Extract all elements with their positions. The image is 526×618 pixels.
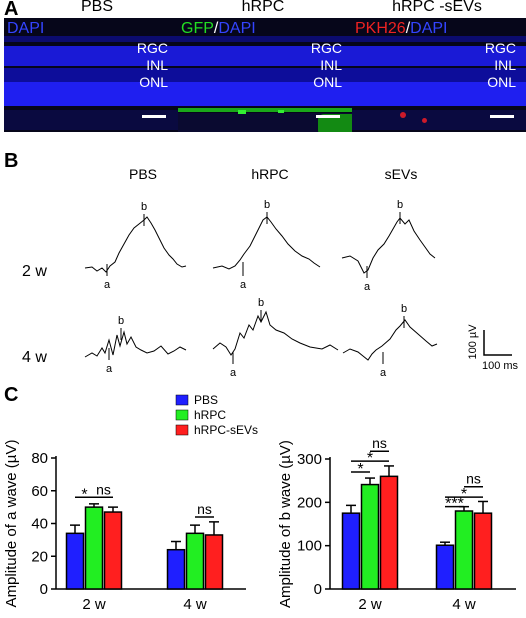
x-tick-label: 4 w [183, 596, 207, 613]
stain-label: PKH26/DAPI [355, 20, 448, 37]
erg-traces: PBS hRPC sEVs 2 w 4 w a b a b a b a b a … [22, 166, 519, 379]
erg-col-label: PBS [129, 166, 157, 182]
peak-a-label: a [104, 279, 111, 291]
legend-label: hRPC-sEVs [194, 423, 258, 437]
bar [103, 511, 123, 590]
peak-b-label: b [258, 297, 264, 309]
peak-a-label: a [364, 281, 371, 293]
bar [204, 534, 224, 590]
y-tick-label: 40 [31, 516, 48, 533]
bar [341, 512, 361, 590]
layer-label-onl: ONL [139, 74, 168, 90]
erg-waveforms [84, 216, 438, 361]
panel-label-a: A [4, 0, 19, 20]
layer-label-inl: INL [146, 57, 168, 73]
significance-label: ns [372, 435, 387, 451]
layer-label-onl: ONL [313, 74, 342, 90]
significance-label: * [461, 486, 467, 503]
panel-label-c: C [4, 384, 19, 406]
bar [185, 532, 205, 590]
layer-label-inl: INL [320, 57, 342, 73]
y-tick-label: 100 [297, 538, 322, 555]
y-axis-label: Amplitude of b wave (µV) [277, 440, 294, 608]
peak-b-label: b [397, 199, 403, 211]
peak-b-label: b [141, 201, 147, 213]
significance-label: * [81, 486, 87, 503]
legend-swatch [175, 409, 189, 421]
scale-x-label: 100 ms [482, 360, 519, 372]
micrograph-title: hRPC [241, 0, 285, 15]
x-tick-label: 4 w [452, 596, 476, 613]
bar [166, 548, 186, 590]
y-tick-label: 0 [40, 581, 48, 598]
peak-b-label: b [118, 315, 124, 327]
legend-swatch [175, 394, 189, 406]
layer-label-rgc: RGC [310, 40, 342, 56]
legend-label: hRPC [194, 408, 226, 422]
significance-label: ns [197, 501, 212, 517]
erg-col-label: sEVs [385, 166, 418, 182]
bar [360, 483, 380, 590]
peak-b-label: b [264, 199, 270, 211]
erg-peak-ticks [106, 212, 405, 364]
erg-peak-labels: a b a b a b a b a b a b [104, 199, 407, 379]
erg-row-label: 2 w [22, 263, 47, 280]
significance-label: *** [445, 496, 464, 513]
y-tick-label: 200 [297, 494, 322, 511]
micrograph-title: hRPC -sEVs [392, 0, 482, 15]
bar [379, 475, 399, 590]
bar [84, 506, 104, 590]
y-tick-label: 60 [31, 483, 48, 500]
layer-label-inl: INL [494, 57, 516, 73]
significance-label: ns [466, 471, 481, 487]
erg-row-label: 4 w [22, 349, 47, 366]
y-tick-label: 300 [297, 451, 322, 468]
peak-a-label: a [380, 367, 387, 379]
layer-label-onl: ONL [487, 74, 516, 90]
significance-label: * [357, 461, 363, 478]
peak-a-label: a [230, 367, 237, 379]
chart-a-wave: 0 20 40 60 80 Amplitude of a wave (µV) 2 w 4 w *… [3, 440, 246, 613]
micrograph-title: PBS [80, 0, 113, 15]
peak-a-label: a [106, 363, 113, 375]
micrograph-image: DAPI RGC INL ONL [4, 18, 178, 132]
scale-bar [316, 115, 340, 118]
erg-col-label: hRPC [251, 166, 288, 182]
peak-a-label: a [240, 279, 247, 291]
y-axis-label: Amplitude of a wave (µV) [3, 440, 20, 608]
erg-scale-bar: 100 µV 100 ms [467, 324, 519, 372]
bar [65, 532, 85, 590]
layer-label-rgc: RGC [136, 40, 168, 56]
y-tick-label: 80 [31, 450, 48, 467]
micrograph-image: GFP/DAPI RGC INL ONL [178, 18, 352, 132]
legend-label: PBS [194, 393, 218, 407]
stain-label: DAPI [7, 20, 45, 37]
micrograph-image: PKH26/DAPI RGC INL ONL [352, 18, 526, 132]
peak-b-label: b [401, 303, 407, 315]
significance-label: * [367, 450, 373, 467]
significance-label: ns [96, 481, 111, 497]
bar [435, 544, 455, 590]
x-tick-label: 2 w [82, 596, 106, 613]
scale-y-label: 100 µV [467, 324, 479, 360]
legend-swatch [175, 424, 189, 436]
x-tick-label: 2 w [358, 596, 382, 613]
layer-label-rgc: RGC [484, 40, 516, 56]
y-tick-label: 20 [31, 548, 48, 565]
stain-label: GFP/DAPI [181, 20, 256, 37]
bar [454, 510, 474, 590]
scale-bar [490, 115, 514, 118]
y-tick-label: 0 [314, 581, 322, 598]
scale-bar [142, 115, 166, 118]
bar [473, 512, 493, 590]
panel-label-b: B [4, 150, 19, 172]
